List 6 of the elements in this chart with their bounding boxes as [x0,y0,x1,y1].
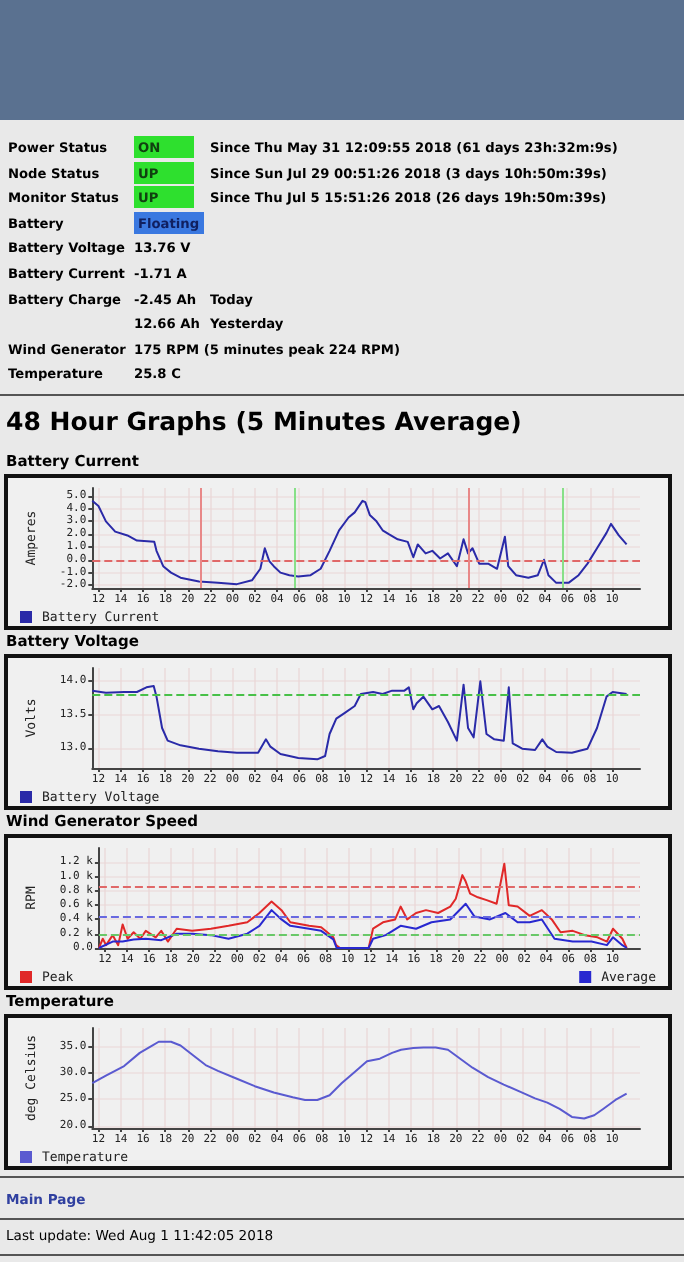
line-series [97,862,628,949]
line-series [91,499,628,586]
text: 48 Hour Graphs (5 Minutes Average) [6,406,522,436]
line-series [97,902,628,949]
line-series [91,680,628,761]
line-series [91,1040,628,1120]
